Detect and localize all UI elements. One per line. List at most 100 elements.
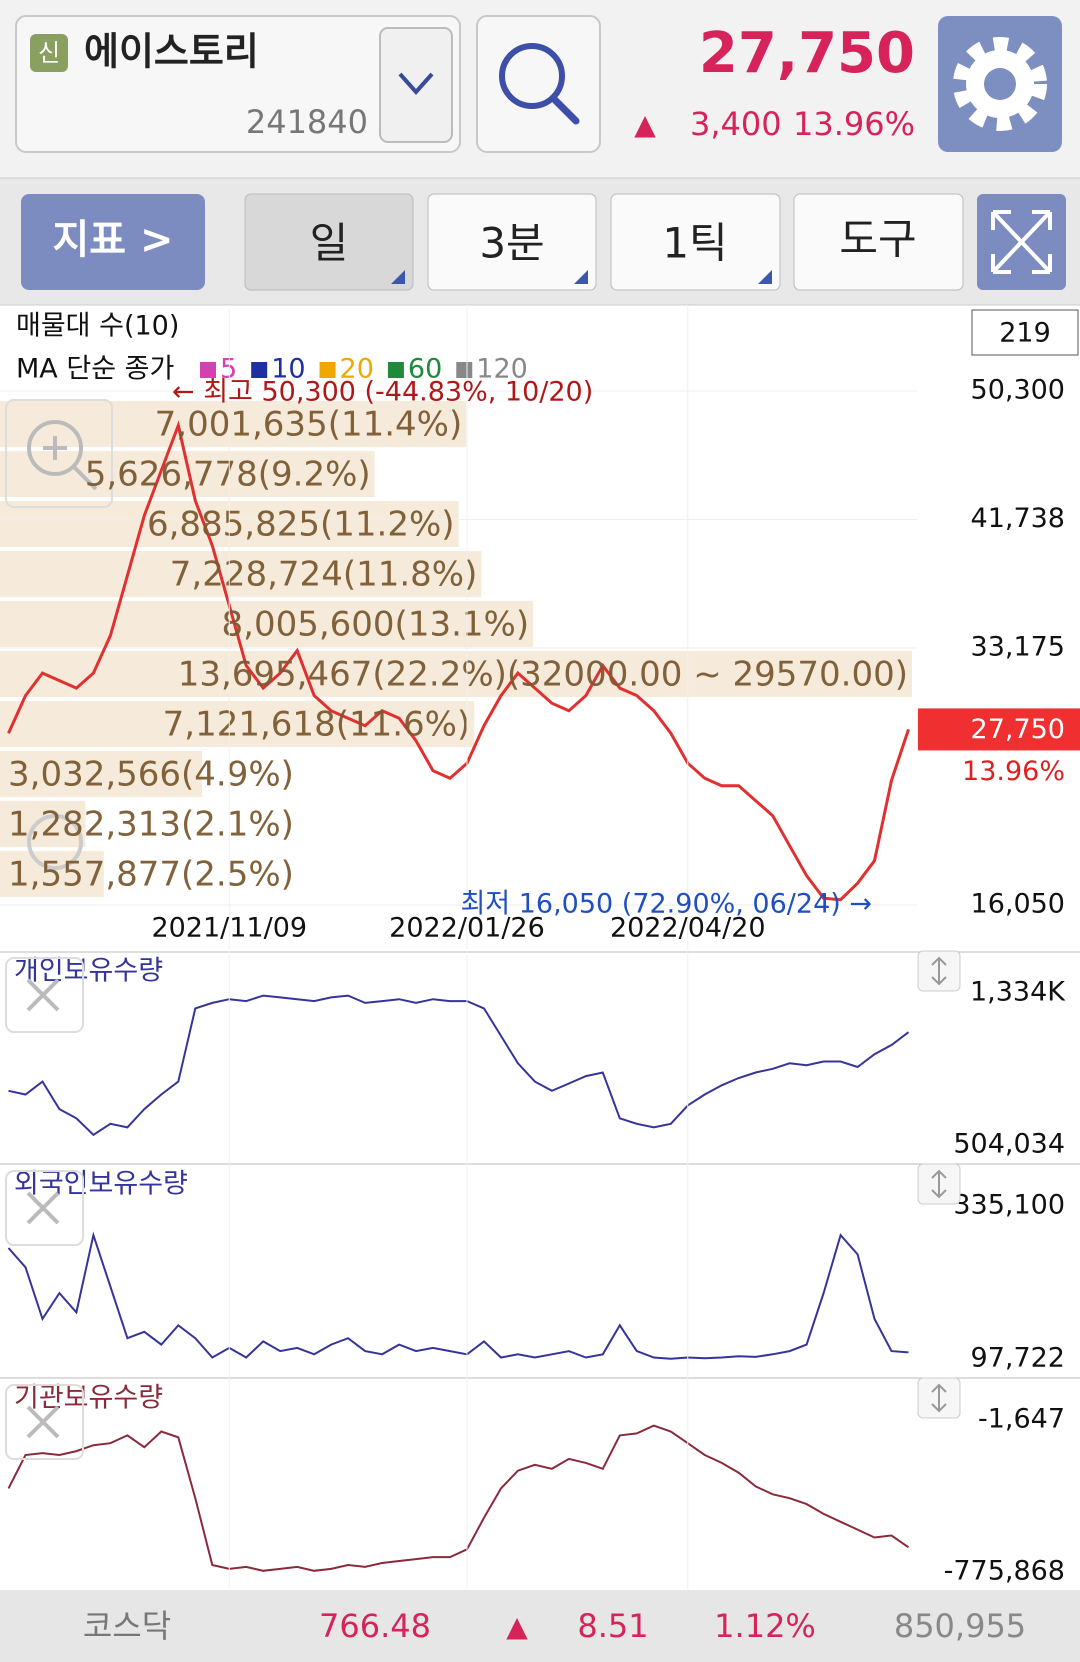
volume-bar (0, 551, 482, 597)
legend-label: 5 (220, 354, 237, 385)
tick-label: 1틱 (662, 219, 727, 268)
indicator-name: 매물대 수(10) (16, 311, 179, 342)
search-icon (499, 43, 565, 109)
zoom-in[interactable] (5, 399, 113, 508)
volume-label: 7,001,635(11.4%) (155, 405, 463, 445)
tick-button[interactable] (610, 193, 781, 291)
volume-bar (0, 651, 912, 697)
badge-text: 신 (38, 39, 60, 67)
close-button[interactable] (5, 1170, 84, 1246)
tools-button[interactable] (793, 193, 964, 291)
legend-label: 120 (476, 354, 528, 385)
expand-icon (991, 210, 1052, 274)
indicator-label: 지표 > (52, 217, 173, 263)
resize-icon (931, 956, 947, 986)
y-tick-label: -775,868 (944, 1556, 1065, 1587)
ma-label: MA 단순 종가 (16, 354, 174, 385)
close-icon (26, 978, 60, 1012)
legend-swatch (319, 362, 336, 378)
volume-label: 6,885,825(11.2%) (147, 505, 455, 545)
price: 27,750 (699, 21, 915, 86)
series-line (7, 1424, 910, 1572)
x-tick-label: 2022/04/20 (610, 913, 766, 944)
volume-bar (0, 701, 475, 747)
volume-bar (0, 601, 534, 647)
volume-label: 13,695,467(22.2%)(32000.00 ~ 29570.00) (178, 655, 908, 695)
badge (30, 34, 68, 72)
last-pct: 13.96% (962, 756, 1065, 787)
menu-corner (391, 270, 405, 284)
legend-swatch (200, 362, 216, 378)
zoom-in-icon (43, 436, 98, 491)
resize-icon (931, 1383, 947, 1413)
dropdown-button[interactable] (379, 27, 453, 143)
count-box (971, 309, 1079, 356)
search-button[interactable] (476, 15, 601, 153)
period-button[interactable] (244, 193, 414, 291)
close-button[interactable] (5, 1384, 84, 1460)
market-name: 코스닥 (83, 1607, 171, 1645)
minute-label: 3분 (479, 219, 544, 268)
close-icon (26, 1191, 60, 1225)
period-label: 일 (310, 219, 349, 268)
gear-teeth (953, 37, 1047, 131)
y-tick-label: 33,175 (971, 632, 1065, 663)
change-pct: 13.96% (793, 105, 915, 143)
x-tick-label: 2021/11/09 (151, 913, 307, 944)
panel-title: 외국인보유수량 (14, 1169, 188, 1200)
market-pct: 1.12% (714, 1607, 816, 1645)
volume-label: 7,121,618(11.6%) (163, 705, 471, 745)
y-tick-label: 335,100 (953, 1190, 1065, 1221)
volume-label: 5,626,778(9.2%) (85, 455, 371, 495)
series-line (8, 994, 910, 1137)
minute-button[interactable] (427, 193, 597, 291)
chevron (398, 72, 434, 96)
legend-label: 20 (340, 354, 374, 385)
volume-label: 3,032,566(4.9%) (8, 755, 294, 795)
volume-label: 8,005,600(13.1%) (222, 605, 530, 645)
market-volume: 850,955 (894, 1607, 1026, 1645)
count-value: 219 (999, 318, 1051, 349)
market-change: 8.51 (577, 1607, 648, 1645)
tools-label: 도구 (839, 215, 916, 264)
stock-box[interactable] (15, 15, 461, 153)
high-annotation: ← 최고 50,300 (-44.83%, 10/20) (172, 377, 593, 408)
legend-swatch (387, 362, 404, 378)
change-arrow: ▲ (634, 108, 656, 141)
indicator-button[interactable] (21, 194, 205, 290)
menu-corner (758, 270, 772, 284)
resize-icon (931, 1169, 947, 1199)
market-index: 766.48 (319, 1607, 431, 1645)
legend-label: 60 (408, 354, 442, 385)
panel-title: 개인보유수량 (14, 956, 163, 987)
close-button[interactable] (5, 957, 84, 1033)
volume-bar (0, 751, 202, 797)
menu-corner (574, 270, 588, 284)
panel-title: 기관보유수량 (14, 1383, 163, 1414)
zoom-out-icon[interactable] (27, 814, 83, 870)
zoom-in-icon (27, 420, 83, 476)
legend-swatch (251, 362, 268, 378)
legend-label: 10 (271, 354, 305, 385)
series-line (7, 420, 910, 902)
last-price-box (918, 708, 1080, 751)
y-tick-label: 1,334K (970, 977, 1066, 1008)
gear-hole (984, 68, 1016, 100)
y-tick-label: -1,647 (978, 1404, 1065, 1435)
footer-bg (0, 1590, 1080, 1662)
y-tick-label: 50,300 (971, 375, 1065, 406)
market-arrow: ▲ (506, 1610, 528, 1643)
last-price: 27,750 (971, 714, 1065, 745)
low-annotation: 최저 16,050 (72.90%, 06/24) → (460, 889, 872, 920)
series-line (7, 1231, 909, 1360)
plots (0, 390, 917, 1572)
stock-code: 241840 (246, 103, 368, 141)
close-icon (26, 1405, 60, 1439)
y-tick-label: 16,050 (971, 889, 1065, 920)
change: 3,400 (690, 105, 782, 143)
search-icon-handle (549, 94, 580, 125)
volume-label: 1,557,877(2.5%) (8, 855, 294, 895)
y-tick-label: 97,722 (971, 1343, 1065, 1374)
x-tick-label: 2022/01/26 (389, 913, 545, 944)
